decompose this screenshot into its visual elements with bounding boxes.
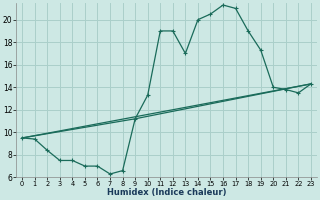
- X-axis label: Humidex (Indice chaleur): Humidex (Indice chaleur): [107, 188, 226, 197]
